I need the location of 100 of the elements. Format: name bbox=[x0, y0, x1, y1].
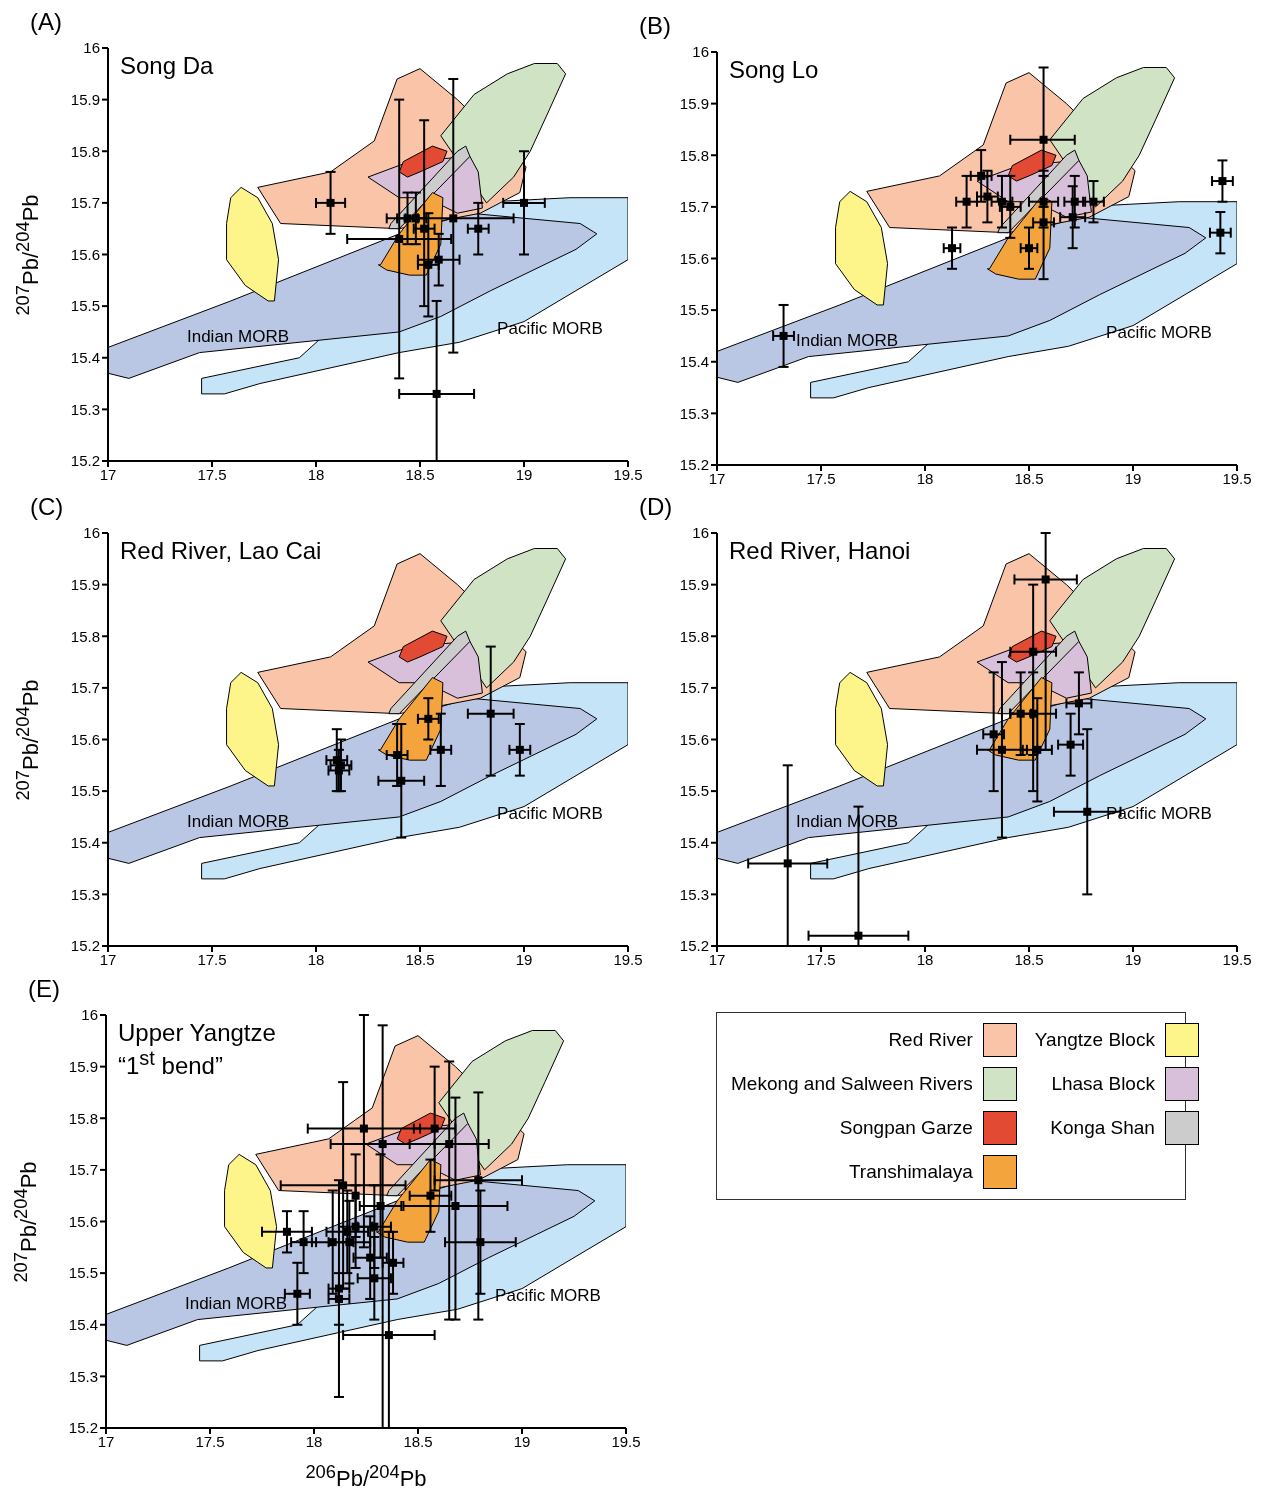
point bbox=[1074, 699, 1083, 708]
point bbox=[474, 1176, 483, 1185]
x-tick-label: 18 bbox=[916, 469, 934, 487]
point bbox=[1039, 135, 1048, 144]
x-tick-label: 18 bbox=[916, 950, 934, 968]
y-tick-label: 15.4 bbox=[679, 353, 709, 371]
x-tick-label: 18.5 bbox=[403, 1432, 433, 1450]
x-tick-label: 19.5 bbox=[1222, 469, 1252, 487]
legend-label: Red River bbox=[888, 1029, 973, 1051]
point bbox=[334, 1284, 343, 1293]
y-tick-label: 15.9 bbox=[70, 575, 100, 593]
point bbox=[339, 1181, 348, 1190]
point bbox=[334, 1294, 343, 1303]
x-tick-label: 19 bbox=[513, 1432, 531, 1450]
x-tick-label: 17 bbox=[708, 469, 726, 487]
point bbox=[1033, 745, 1042, 754]
annotation: Pacific MORB bbox=[1106, 322, 1212, 343]
legend-label: Lhasa Block bbox=[1051, 1073, 1155, 1095]
y-tick-label: 15.5 bbox=[679, 782, 709, 800]
point bbox=[426, 1191, 435, 1200]
point bbox=[948, 244, 957, 253]
y-tick-label: 15.4 bbox=[70, 349, 100, 367]
point bbox=[1066, 740, 1075, 749]
y-tick-label: 15.5 bbox=[68, 1264, 98, 1282]
point bbox=[1029, 647, 1038, 656]
x-tick-label: 17.5 bbox=[197, 465, 227, 483]
chart-subtitle: Red River, Lao Cai bbox=[120, 537, 322, 565]
x-tick-label: 17 bbox=[99, 465, 117, 483]
x-tick-label: 17 bbox=[97, 1432, 115, 1450]
point bbox=[451, 1202, 460, 1211]
point bbox=[1016, 709, 1025, 718]
point bbox=[997, 197, 1006, 206]
annotation: Pacific MORB bbox=[497, 318, 603, 339]
point bbox=[424, 260, 433, 269]
point bbox=[378, 1140, 387, 1149]
x-tick-label: 17 bbox=[99, 950, 117, 968]
point bbox=[299, 1238, 308, 1247]
point bbox=[1041, 575, 1050, 584]
point bbox=[434, 255, 443, 264]
y-tick-label: 15.7 bbox=[679, 198, 709, 216]
point bbox=[389, 1258, 398, 1267]
y-tick-label: 16 bbox=[83, 39, 100, 57]
y-tick-label: 15.9 bbox=[70, 90, 100, 108]
y-tick-label: 15.7 bbox=[679, 679, 709, 697]
annotation: Indian MORB bbox=[795, 331, 899, 352]
point bbox=[397, 776, 406, 785]
x-tick-label: 18 bbox=[307, 950, 325, 968]
point bbox=[1025, 244, 1033, 253]
x-tick-label: 18 bbox=[305, 1432, 323, 1450]
legend-label: Konga Shan bbox=[1050, 1117, 1155, 1139]
y-tick-label: 15.3 bbox=[679, 404, 709, 422]
x-tick-label: 17 bbox=[708, 950, 726, 968]
y-tick-label: 15.6 bbox=[68, 1212, 98, 1230]
chart-title: (C) bbox=[30, 493, 64, 521]
point bbox=[282, 1227, 291, 1236]
y-tick-label: 15.3 bbox=[679, 885, 709, 903]
x-tick-label: 19 bbox=[515, 465, 533, 483]
y-tick-label: 16 bbox=[692, 524, 709, 542]
y-tick-label: 15.2 bbox=[70, 937, 100, 955]
point bbox=[515, 745, 524, 754]
x-tick-label: 17.5 bbox=[806, 950, 836, 968]
point bbox=[370, 1222, 379, 1231]
point bbox=[445, 1140, 454, 1149]
point bbox=[395, 235, 404, 244]
y-tick-label: 15.3 bbox=[68, 1367, 98, 1385]
point bbox=[520, 198, 528, 207]
y-tick-label: 15.9 bbox=[679, 94, 709, 112]
point bbox=[486, 709, 495, 718]
point bbox=[1089, 197, 1098, 206]
point bbox=[432, 389, 441, 398]
point bbox=[1068, 213, 1077, 222]
x-tick-label: 19.5 bbox=[611, 1432, 641, 1450]
point bbox=[779, 331, 788, 340]
x-tick-label: 19.5 bbox=[1222, 950, 1252, 968]
point bbox=[476, 1238, 485, 1247]
point bbox=[351, 1222, 360, 1231]
point bbox=[359, 1124, 368, 1133]
point bbox=[997, 745, 1006, 754]
y-tick-label: 15.6 bbox=[679, 730, 709, 748]
point bbox=[1083, 807, 1092, 816]
legend-label: Songpan Garze bbox=[839, 1117, 973, 1139]
legend-label: Yangtze Block bbox=[1034, 1029, 1155, 1051]
point bbox=[983, 192, 992, 201]
point bbox=[403, 214, 412, 223]
y-tick-label: 15.6 bbox=[679, 249, 709, 267]
y-tick-label: 15.6 bbox=[70, 730, 100, 748]
annotation: Pacific MORB bbox=[497, 803, 603, 824]
point bbox=[436, 745, 445, 754]
chart-title: (E) bbox=[28, 975, 60, 1003]
point bbox=[293, 1289, 302, 1298]
point bbox=[351, 1191, 360, 1200]
x-tick-label: 19.5 bbox=[613, 465, 643, 483]
y-tick-label: 15.2 bbox=[68, 1419, 98, 1437]
y-tick-label: 15.3 bbox=[70, 885, 100, 903]
y-tick-label: 15.3 bbox=[70, 400, 100, 418]
x-tick-label: 19 bbox=[1124, 469, 1142, 487]
y-tick-label: 16 bbox=[692, 43, 709, 61]
point bbox=[1039, 218, 1048, 227]
y-tick-label: 15.2 bbox=[70, 452, 100, 470]
y-tick-label: 15.7 bbox=[70, 194, 100, 212]
